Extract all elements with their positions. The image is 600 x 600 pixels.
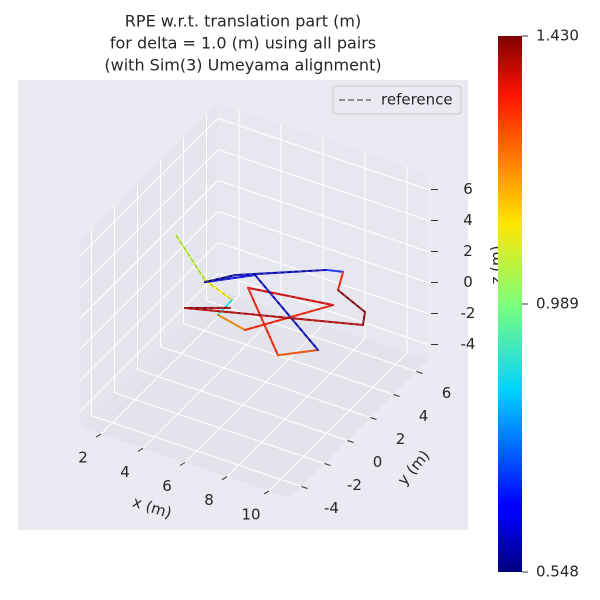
- grid-line: [79, 211, 219, 350]
- reference-segment: [184, 307, 363, 326]
- grid-line: [184, 324, 324, 463]
- y-tick-label: -2: [347, 476, 362, 494]
- grid-line: [114, 392, 325, 464]
- x-tick-label: 8: [204, 491, 214, 509]
- legend-label: reference: [381, 91, 453, 109]
- grid-line: [79, 118, 219, 257]
- reference-segment: [254, 274, 319, 351]
- z-tick-label: 0: [463, 273, 473, 291]
- reference-segment: [217, 314, 246, 331]
- grid-line: [217, 242, 429, 314]
- grid-line: [206, 300, 417, 372]
- tick-mark: [393, 394, 400, 397]
- tick-mark: [301, 486, 308, 489]
- chart-title: for delta = 1.0 (m) using all pairs: [110, 34, 376, 53]
- grid-line: [79, 149, 219, 288]
- z-tick-label: -2: [461, 304, 476, 322]
- reference-segment: [204, 274, 236, 283]
- y-tick-label: 4: [419, 407, 429, 425]
- x-tick-label: 2: [78, 449, 88, 467]
- colorbar-tick-label: 1.430: [536, 27, 579, 45]
- tick-mark: [416, 371, 423, 374]
- tick-mark: [324, 463, 331, 466]
- grid-line: [91, 415, 302, 487]
- x-tick-label: 6: [162, 477, 172, 495]
- y-tick-label: 6: [442, 384, 452, 402]
- grid-line: [79, 180, 219, 319]
- colorbar-tick-label: 0.989: [536, 295, 579, 313]
- legend-box: [332, 85, 462, 115]
- reference-segment: [175, 234, 206, 281]
- reference-segment: [204, 279, 233, 301]
- grid-line: [217, 273, 429, 345]
- tick-mark: [137, 447, 144, 452]
- reference-segment: [337, 289, 366, 313]
- reference-segment: [362, 311, 366, 326]
- reference-segment: [247, 287, 279, 356]
- colorbar-tick-label: 0.548: [536, 563, 579, 581]
- tick-mark: [263, 490, 270, 495]
- legend: reference: [332, 85, 462, 115]
- grid-line: [217, 149, 429, 221]
- z-tick-label: 4: [463, 211, 473, 229]
- trajectory-segment: [276, 348, 320, 357]
- grid-line: [142, 309, 282, 449]
- colorbar: [498, 36, 522, 572]
- reference-segment: [234, 269, 328, 276]
- tick-mark: [370, 417, 377, 420]
- z-tick-label: 6: [463, 180, 473, 198]
- reference-segment: [326, 269, 344, 273]
- grid-line: [268, 352, 408, 492]
- grid-line: [217, 118, 429, 190]
- y-tick-label: 0: [373, 453, 383, 471]
- reference-segment: [337, 271, 344, 291]
- y-tick-label: 2: [396, 430, 406, 448]
- grid-line: [100, 295, 240, 435]
- grid-line: [183, 323, 394, 395]
- chart-title: (with Sim(3) Umeyama alignment): [104, 56, 381, 75]
- grid-line: [79, 273, 219, 412]
- grid-line: [226, 338, 366, 478]
- grid-line: [160, 346, 371, 418]
- grid-line: [217, 180, 429, 252]
- tick-mark: [95, 433, 102, 438]
- reference-segment: [247, 287, 334, 306]
- grid-line: [137, 369, 348, 441]
- tick-mark: [221, 476, 228, 481]
- x-tick-label: 10: [241, 505, 260, 523]
- grid-line: [217, 211, 429, 283]
- z-tick-label: -4: [461, 335, 476, 353]
- x-tick-label: 4: [120, 463, 130, 481]
- y-tick-label: -4: [324, 499, 339, 517]
- tick-mark: [347, 440, 354, 443]
- z-tick-label: 2: [463, 242, 473, 260]
- chart-title: RPE w.r.t. translation part (m): [125, 12, 361, 31]
- tick-mark: [179, 462, 186, 466]
